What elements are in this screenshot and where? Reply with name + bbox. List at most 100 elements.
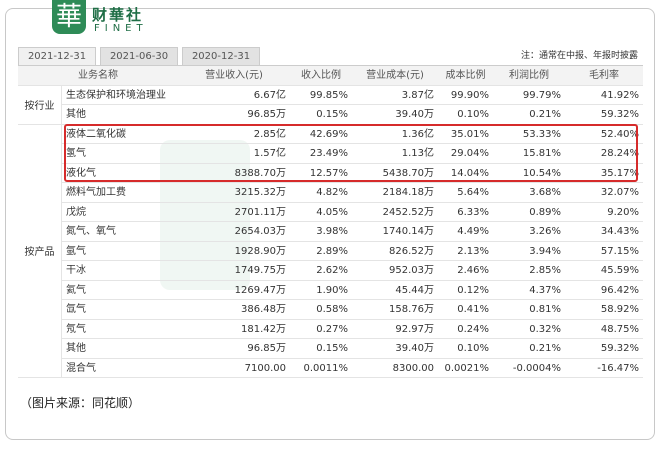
table-cell: 0.27%	[290, 320, 352, 339]
table-cell: 1749.75万	[178, 261, 290, 281]
table-cell: 3.68%	[493, 183, 565, 203]
table-cell: 39.40万	[352, 339, 438, 359]
table-cell: 氦气	[62, 281, 178, 300]
table-cell: 3.26%	[493, 222, 565, 242]
table-cell: 2.85%	[493, 261, 565, 281]
table-cell: 0.32%	[493, 320, 565, 339]
table-cell: 32.07%	[565, 183, 643, 203]
table-cell: 液体二氧化碳	[62, 125, 178, 144]
tab[interactable]: 2021-06-30	[100, 47, 178, 65]
table-cell: 2184.18万	[352, 183, 438, 203]
table-cell: 53.33%	[493, 125, 565, 144]
table-cell: 1740.14万	[352, 222, 438, 242]
table-cell: 2.85亿	[178, 125, 290, 144]
table-cell: 3.98%	[290, 222, 352, 242]
table-cell: 0.0011%	[290, 359, 352, 378]
table-cell: 96.42%	[565, 281, 643, 300]
table-cell: 6.33%	[438, 203, 493, 222]
table-cell: 液化气	[62, 164, 178, 183]
table-cell: 41.92%	[565, 86, 643, 105]
table-cell: 386.48万	[178, 300, 290, 320]
header-cell: 营业收入(元)	[178, 66, 290, 86]
table-cell: 23.49%	[290, 144, 352, 164]
table-cell: 0.21%	[493, 339, 565, 359]
table-cell: 1.13亿	[352, 144, 438, 164]
highlight-box	[64, 124, 638, 182]
table-cell: 12.57%	[290, 164, 352, 183]
table-cell: 其他	[62, 339, 178, 359]
table-cell: 1.36亿	[352, 125, 438, 144]
table-cell: 2.46%	[438, 261, 493, 281]
table-cell: 氢气	[62, 144, 178, 164]
table-cell: 1.90%	[290, 281, 352, 300]
table-cell: 2.89%	[290, 242, 352, 261]
table-cell: 生态保护和环境治理业	[62, 86, 178, 105]
table-cell: 5438.70万	[352, 164, 438, 183]
table-cell: 其他	[62, 105, 178, 125]
table-cell: 氮气、氧气	[62, 222, 178, 242]
table-cell: 42.69%	[290, 125, 352, 144]
table-cell: 0.10%	[438, 339, 493, 359]
table-cell: 35.01%	[438, 125, 493, 144]
table-cell: 0.15%	[290, 105, 352, 125]
table-cell: 14.04%	[438, 164, 493, 183]
table-cell: 15.81%	[493, 144, 565, 164]
table-cell: 92.97万	[352, 320, 438, 339]
table-cell: 1269.47万	[178, 281, 290, 300]
table-cell: 3.94%	[493, 242, 565, 261]
table-cell: 0.0021%	[438, 359, 493, 378]
table-cell: 45.44万	[352, 281, 438, 300]
table-cell: 29.04%	[438, 144, 493, 164]
table-cell: 7100.00	[178, 359, 290, 378]
caption: （图片来源：同花顺）	[20, 396, 141, 410]
table-cell: 28.24%	[565, 144, 643, 164]
table-cell: 3.87亿	[352, 86, 438, 105]
table-cell: 952.03万	[352, 261, 438, 281]
header-cell: 营业成本(元)	[352, 66, 438, 86]
table-cell: 3215.32万	[178, 183, 290, 203]
group-label: 按产品	[18, 124, 62, 378]
table-cell: 181.42万	[178, 320, 290, 339]
table-cell: 0.24%	[438, 320, 493, 339]
header-cell: 收入比例	[290, 66, 352, 86]
table-cell: 8300.00	[352, 359, 438, 378]
table-cell: 2654.03万	[178, 222, 290, 242]
table-cell: 0.81%	[493, 300, 565, 320]
table-cell: 99.90%	[438, 86, 493, 105]
table-cell: 4.82%	[290, 183, 352, 203]
table-cell: 4.05%	[290, 203, 352, 222]
header-cell: 利润比例	[493, 66, 565, 86]
table-cell: 氖气	[62, 320, 178, 339]
table-cell: 1928.90万	[178, 242, 290, 261]
table-cell: 0.21%	[493, 105, 565, 125]
header-cell: 业务名称	[18, 66, 178, 86]
table-cell: 燃料气加工费	[62, 183, 178, 203]
table-cell: 8388.70万	[178, 164, 290, 183]
table-cell: 39.40万	[352, 105, 438, 125]
table-cell: -0.0004%	[493, 359, 565, 378]
table-cell: 氙气	[62, 300, 178, 320]
table-cell: 59.32%	[565, 339, 643, 359]
table: 业务名称 营业收入(元) 收入比例 营业成本(元) 成本比例 利润比例 毛利率按行业 生态保护…	[18, 65, 643, 378]
watermark	[160, 140, 250, 290]
table-cell: 99.79%	[493, 86, 565, 105]
header-cell: 毛利率	[565, 66, 643, 86]
tab[interactable]: 2021-12-31	[18, 47, 96, 65]
tab[interactable]: 2020-12-31	[182, 47, 260, 65]
group-label: 按行业	[18, 85, 62, 125]
table-cell: 48.75%	[565, 320, 643, 339]
table-cell: 96.85万	[178, 105, 290, 125]
table-cell: 52.40%	[565, 125, 643, 144]
table-cell: 58.92%	[565, 300, 643, 320]
table-cell: 826.52万	[352, 242, 438, 261]
table-cell: 5.64%	[438, 183, 493, 203]
table-cell: 4.49%	[438, 222, 493, 242]
table-cell: 0.58%	[290, 300, 352, 320]
header-cell: 成本比例	[438, 66, 493, 86]
table-cell: 1.57亿	[178, 144, 290, 164]
table-cell: 2.13%	[438, 242, 493, 261]
table-cell: 0.15%	[290, 339, 352, 359]
table-cell: 混合气	[62, 359, 178, 378]
table-cell: 氩气	[62, 242, 178, 261]
